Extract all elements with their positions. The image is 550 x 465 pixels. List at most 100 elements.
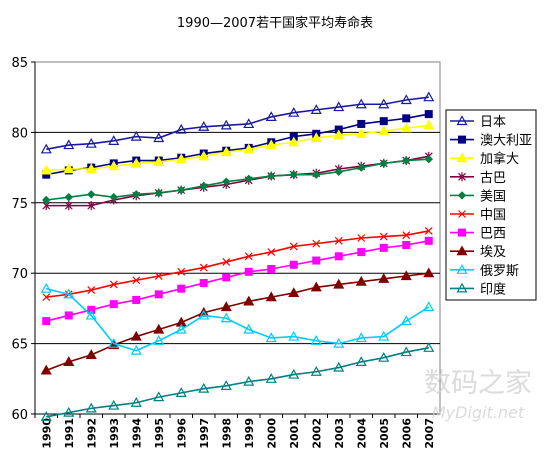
data-point: [153, 391, 165, 402]
data-point: [456, 282, 468, 293]
data-point: [423, 342, 435, 352]
watermark: 数码之家 MyDigit.net: [424, 368, 532, 422]
data-point: [310, 335, 322, 345]
data-point: [424, 154, 433, 164]
data-point: [267, 171, 276, 181]
data-point: [108, 337, 120, 348]
data-point: [357, 163, 366, 172]
data-point: [220, 119, 232, 130]
series-line: [46, 155, 429, 207]
data-point: [424, 110, 433, 119]
legend-label: 加拿大: [480, 151, 519, 167]
x-tick-label: 1991: [63, 418, 76, 449]
data-point: [288, 287, 300, 298]
legend-label: 日本: [480, 115, 506, 130]
data-point: [130, 397, 142, 407]
watermark-line1: 数码之家: [424, 368, 532, 399]
data-point: [109, 192, 118, 202]
data-point: [355, 275, 367, 286]
data-point: [220, 380, 232, 390]
series-line: [46, 124, 429, 172]
data-point: [40, 411, 52, 421]
data-point: [458, 172, 466, 182]
data-point: [154, 188, 163, 198]
data-point: [423, 119, 435, 130]
data-point: [357, 234, 366, 242]
data-point: [222, 273, 231, 282]
series-line: [46, 347, 429, 418]
data-point: [85, 163, 97, 174]
series-中国: [42, 227, 433, 302]
data-point: [355, 98, 367, 109]
y-tick-label: 75: [11, 197, 28, 212]
data-point: [379, 232, 388, 241]
data-point: [267, 248, 276, 257]
legend-entry: 俄罗斯: [450, 264, 519, 279]
data-point: [175, 123, 187, 134]
data-point: [265, 139, 277, 150]
x-tick-label: 1997: [198, 418, 211, 449]
series-巴西: [42, 236, 433, 326]
data-point: [243, 143, 255, 154]
data-point: [310, 281, 322, 292]
data-point: [378, 98, 390, 109]
data-point: [267, 264, 276, 273]
data-point: [424, 227, 433, 235]
data-point: [265, 373, 277, 383]
data-point: [333, 101, 345, 112]
data-point: [310, 132, 322, 143]
x-tick-label: 2002: [310, 418, 323, 449]
data-point: [130, 344, 142, 355]
data-point: [400, 94, 412, 105]
data-point: [310, 104, 322, 114]
data-point: [243, 375, 255, 386]
data-point: [63, 139, 75, 150]
data-point: [40, 282, 52, 293]
data-point: [175, 387, 187, 397]
x-tick-label: 1995: [153, 418, 166, 449]
data-point: [87, 286, 96, 295]
data-point: [288, 368, 300, 379]
data-point: [333, 129, 345, 140]
data-point: [87, 190, 96, 199]
data-point: [423, 301, 435, 312]
legend-label: 澳大利亚: [480, 133, 532, 149]
data-point: [243, 323, 255, 334]
data-point: [177, 185, 186, 195]
data-point: [400, 315, 412, 326]
data-point: [243, 295, 255, 306]
legend-entry: 印度: [450, 281, 506, 297]
data-point: [220, 301, 232, 312]
data-point: [244, 252, 253, 261]
series-埃及: [40, 267, 435, 375]
data-point: [222, 258, 231, 266]
legend-label: 古巴: [480, 171, 506, 186]
data-point: [458, 210, 466, 218]
legend-entry: 中国: [450, 208, 506, 223]
data-point: [130, 330, 142, 341]
x-tick-label: 2007: [423, 418, 436, 449]
series-俄罗斯: [40, 282, 435, 355]
data-point: [132, 276, 141, 285]
data-point: [243, 118, 255, 129]
data-point: [130, 130, 142, 141]
data-point: [312, 256, 321, 265]
x-tick-label: 2005: [378, 418, 391, 449]
y-tick-label: 60: [11, 408, 28, 423]
series-line: [46, 158, 429, 201]
data-point: [355, 332, 367, 343]
data-point: [153, 132, 165, 143]
data-point: [63, 288, 75, 299]
series-line: [46, 287, 430, 352]
data-point: [199, 279, 208, 288]
series-line: [46, 230, 429, 298]
axes: 60 65 70 75 80 85 1990 1991 1992 1993 1994 1995 1996…: [11, 56, 440, 449]
data-point: [334, 252, 343, 261]
data-point: [85, 137, 97, 148]
x-tick-label: 1993: [108, 418, 121, 449]
data-point: [456, 152, 468, 163]
data-point: [199, 181, 208, 191]
x-tick-label: 1994: [130, 418, 143, 449]
x-tick-label: 2006: [400, 418, 413, 449]
legend-entry: 古巴: [450, 171, 506, 186]
